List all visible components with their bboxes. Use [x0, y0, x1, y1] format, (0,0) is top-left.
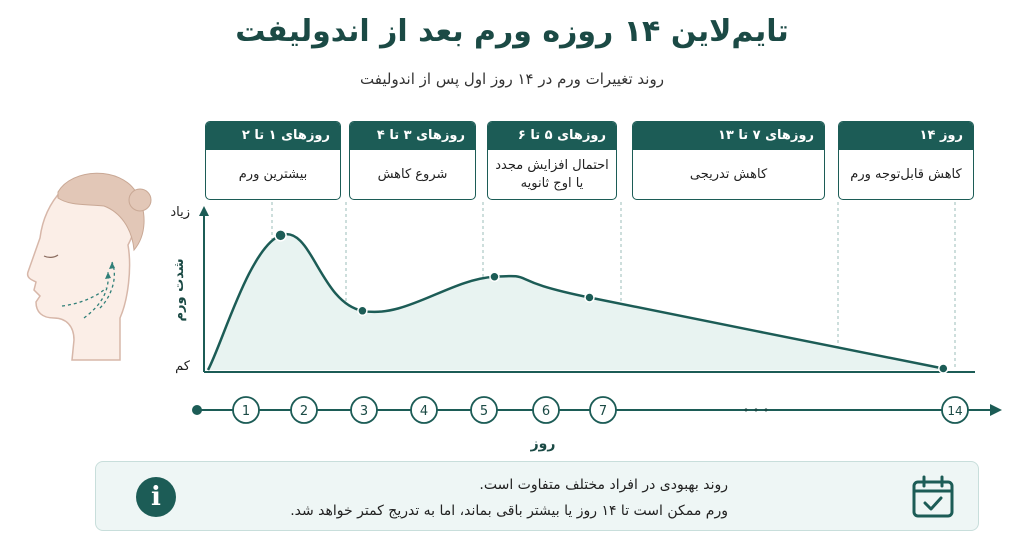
day-tick-circle — [350, 396, 378, 424]
day-tick-label: 5 — [480, 404, 488, 419]
page-title: تایم‌لاین ۱۴ روزه ورم بعد از اندولیفت — [235, 14, 789, 49]
day-tick-label: 7 — [599, 404, 607, 419]
curve-area — [208, 234, 944, 370]
day-tick-circle — [410, 396, 438, 424]
curve-points — [274, 229, 949, 374]
day-ticks: 1 2 3 4 5 6 7 14 • • • — [232, 396, 969, 424]
info-line-1: روند بهبودی در افراد مختلف متفاوت است. — [479, 477, 728, 493]
day-tick-circle — [470, 396, 498, 424]
curve-point — [938, 363, 949, 374]
timeline-arrow — [990, 404, 1002, 416]
day-tick-circle — [290, 396, 318, 424]
day-tick: 14 — [941, 396, 969, 424]
phase-card-3: روزهای ۵ تا ۶ احتمال افزایش مجدد یا اوج … — [487, 121, 617, 200]
phase-desc: شروع کاهش — [377, 166, 448, 182]
day-tick: 7 — [589, 396, 617, 424]
info-line-2: ورم ممکن است تا ۱۴ روز یا بیشتر باقی بما… — [290, 503, 728, 519]
curve-point — [489, 271, 500, 283]
day-tick: 3 — [350, 396, 378, 424]
day-tick: 6 — [532, 396, 560, 424]
phase-title: روزهای ۳ تا ۴ — [350, 122, 475, 150]
curve-point — [357, 305, 368, 317]
day-tick: 1 — [232, 396, 260, 424]
day-tick-label: 3 — [360, 404, 368, 419]
day-tick-label: 4 — [420, 404, 428, 419]
phase-card-4: روزهای ۷ تا ۱۳ کاهش تدریجی — [632, 121, 825, 200]
timeline-ellipsis: • • • — [743, 404, 769, 417]
info-icon: i — [136, 477, 176, 517]
phase-desc: احتمال افزایش مجدد یا اوج ثانویه — [495, 157, 609, 191]
page-subtitle: روند تغییرات ورم در ۱۴ روز اول پس از اند… — [360, 70, 664, 88]
phase-desc: کاهش قابل‌توجه ورم — [850, 166, 962, 182]
swelling-chart: زیاد کم شدت ورم 1 2 3 4 5 6 7 14 • • • روز — [26, 172, 1002, 452]
day-tick: 2 — [290, 396, 318, 424]
day-tick-circle — [941, 396, 969, 424]
phase-desc: بیشترین ورم — [238, 166, 308, 182]
y-axis-arrow — [199, 206, 209, 216]
phase-title: روزهای ۷ تا ۱۳ — [633, 122, 824, 150]
y-tick-low: کم — [175, 359, 191, 374]
face-profile-icon — [26, 172, 152, 361]
y-axis-label: شدت ورم — [172, 259, 187, 322]
day-tick-label: 6 — [542, 404, 550, 419]
day-tick-label: 2 — [300, 404, 308, 419]
y-tick-high: زیاد — [170, 205, 190, 220]
day-tick-circle — [232, 396, 260, 424]
phase-card-5: روز ۱۴ کاهش قابل‌توجه ورم — [838, 121, 974, 200]
phase-card-1: روزهای ۱ تا ۲ بیشترین ورم — [205, 121, 341, 200]
day-tick-circle — [589, 396, 617, 424]
curve-point — [584, 292, 595, 303]
info-box: i روند بهبودی در افراد مختلف متفاوت است.… — [95, 461, 979, 531]
calendar-check-icon — [912, 475, 954, 518]
phase-desc: کاهش تدریجی — [689, 166, 768, 182]
x-axis-label: روز — [530, 436, 556, 452]
phase-title: روز ۱۴ — [839, 122, 973, 150]
day-tick-label: 1 — [242, 404, 250, 419]
day-tick-circle — [532, 396, 560, 424]
phase-card-2: روزهای ۳ تا ۴ شروع کاهش — [349, 121, 476, 200]
day-tick-label: 14 — [947, 404, 962, 418]
day-tick: 4 — [410, 396, 438, 424]
phase-title: روزهای ۱ تا ۲ — [206, 122, 340, 150]
phase-title: روزهای ۵ تا ۶ — [488, 122, 616, 150]
curve-point — [274, 229, 287, 242]
day-tick: 5 — [470, 396, 498, 424]
